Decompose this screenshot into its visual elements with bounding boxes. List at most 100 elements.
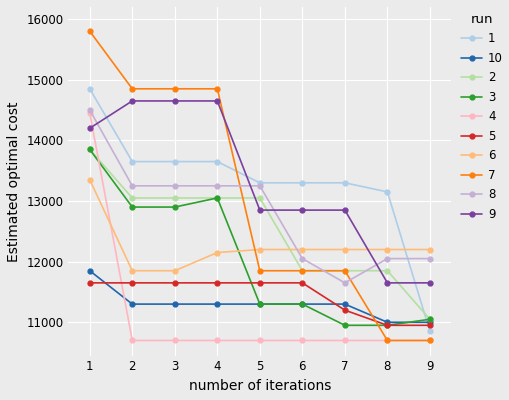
1 xyxy=(341,180,347,185)
2 xyxy=(299,268,305,273)
9 xyxy=(87,126,93,131)
5 xyxy=(299,280,305,285)
3 xyxy=(172,205,178,210)
3 xyxy=(426,317,432,322)
8 xyxy=(341,280,347,285)
9 xyxy=(341,208,347,212)
4 xyxy=(384,338,390,343)
6 xyxy=(87,177,93,182)
6 xyxy=(172,268,178,273)
10 xyxy=(214,302,220,306)
8 xyxy=(299,256,305,261)
8 xyxy=(426,256,432,261)
7 xyxy=(87,29,93,34)
1 xyxy=(129,159,135,164)
10 xyxy=(299,302,305,306)
Y-axis label: Estimated optimal cost: Estimated optimal cost xyxy=(7,101,21,262)
4 xyxy=(341,338,347,343)
9 xyxy=(256,208,262,212)
3 xyxy=(341,323,347,328)
6 xyxy=(299,247,305,252)
7 xyxy=(426,338,432,343)
10 xyxy=(87,268,93,273)
10 xyxy=(426,320,432,325)
1 xyxy=(256,180,262,185)
6 xyxy=(341,247,347,252)
2 xyxy=(87,147,93,152)
6 xyxy=(214,250,220,255)
Line: 6: 6 xyxy=(87,177,432,273)
3 xyxy=(256,302,262,306)
5 xyxy=(384,323,390,328)
X-axis label: number of iterations: number of iterations xyxy=(188,379,330,393)
8 xyxy=(214,184,220,188)
2 xyxy=(341,268,347,273)
5 xyxy=(87,280,93,285)
2 xyxy=(384,268,390,273)
7 xyxy=(172,86,178,91)
10 xyxy=(172,302,178,306)
Line: 10: 10 xyxy=(87,268,432,325)
5 xyxy=(214,280,220,285)
6 xyxy=(426,247,432,252)
4 xyxy=(256,338,262,343)
7 xyxy=(384,338,390,343)
Line: 2: 2 xyxy=(87,147,432,322)
2 xyxy=(214,196,220,200)
5 xyxy=(172,280,178,285)
Line: 3: 3 xyxy=(87,147,432,328)
4 xyxy=(172,338,178,343)
7 xyxy=(214,86,220,91)
2 xyxy=(129,196,135,200)
Line: 5: 5 xyxy=(87,280,432,328)
Line: 7: 7 xyxy=(87,29,432,343)
7 xyxy=(129,86,135,91)
Legend: 1, 10, 2, 3, 4, 5, 6, 7, 8, 9: 1, 10, 2, 3, 4, 5, 6, 7, 8, 9 xyxy=(460,13,502,221)
1 xyxy=(384,190,390,194)
4 xyxy=(214,338,220,343)
8 xyxy=(87,108,93,112)
4 xyxy=(129,338,135,343)
5 xyxy=(256,280,262,285)
8 xyxy=(172,184,178,188)
5 xyxy=(129,280,135,285)
6 xyxy=(384,247,390,252)
3 xyxy=(129,205,135,210)
6 xyxy=(129,268,135,273)
Line: 1: 1 xyxy=(87,86,432,334)
6 xyxy=(256,247,262,252)
Line: 4: 4 xyxy=(87,111,432,343)
8 xyxy=(256,184,262,188)
3 xyxy=(299,302,305,306)
2 xyxy=(256,196,262,200)
8 xyxy=(384,256,390,261)
2 xyxy=(426,317,432,322)
4 xyxy=(87,111,93,116)
Line: 8: 8 xyxy=(87,108,432,285)
9 xyxy=(299,208,305,212)
3 xyxy=(384,323,390,328)
10 xyxy=(256,302,262,306)
1 xyxy=(87,86,93,91)
9 xyxy=(426,280,432,285)
9 xyxy=(129,98,135,103)
1 xyxy=(299,180,305,185)
1 xyxy=(426,329,432,334)
7 xyxy=(299,268,305,273)
7 xyxy=(256,268,262,273)
9 xyxy=(214,98,220,103)
5 xyxy=(426,323,432,328)
5 xyxy=(341,308,347,312)
1 xyxy=(172,159,178,164)
10 xyxy=(341,302,347,306)
Line: 9: 9 xyxy=(87,98,432,285)
8 xyxy=(129,184,135,188)
10 xyxy=(129,302,135,306)
3 xyxy=(214,196,220,200)
3 xyxy=(87,147,93,152)
2 xyxy=(172,196,178,200)
7 xyxy=(341,268,347,273)
10 xyxy=(384,320,390,325)
4 xyxy=(299,338,305,343)
9 xyxy=(172,98,178,103)
